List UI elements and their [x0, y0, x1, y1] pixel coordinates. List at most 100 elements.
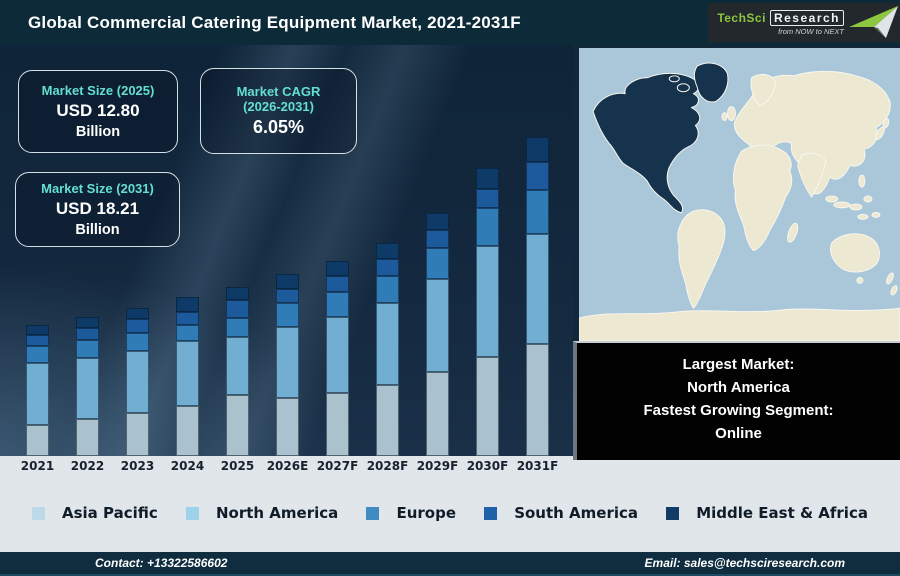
island	[857, 213, 869, 220]
bar-segment-north-america	[426, 279, 449, 372]
legend-swatch-icon	[366, 506, 380, 520]
bar-segment-north-america	[276, 327, 299, 398]
card-unit: Billion	[75, 124, 121, 140]
bar-segment-south-america	[426, 230, 449, 248]
footer-email: Email: sales@techsciresearch.com	[644, 556, 845, 570]
bar-segment-europe	[526, 190, 549, 234]
bar-segment-europe	[376, 276, 399, 303]
island	[849, 203, 863, 211]
x-tick-2026E: 2026E	[266, 459, 309, 473]
bar-segment-south-america	[376, 259, 399, 276]
bar-2026E	[276, 274, 299, 456]
bar-segment-asia-pacific	[326, 393, 349, 456]
bar-segment-asia-pacific	[476, 357, 499, 456]
bar-segment-north-america	[476, 246, 499, 357]
bar-segment-middle-east-africa	[76, 317, 99, 328]
bar-segment-europe	[476, 208, 499, 246]
bar-segment-south-america	[226, 300, 249, 318]
bar-2022	[76, 317, 99, 456]
region-scandinavia	[750, 73, 777, 107]
region-new-zealand	[890, 285, 898, 296]
region-greenland-highlight	[693, 62, 729, 103]
legend-label: South America	[514, 504, 639, 522]
legend-swatch-icon	[666, 506, 680, 520]
bar-segment-asia-pacific	[76, 419, 99, 456]
callout-line: Largest Market:	[682, 356, 795, 373]
footer-contact: Contact: +13322586602	[95, 556, 228, 570]
x-tick-2031F: 2031F	[516, 459, 559, 473]
bar-chart: Market Size (2025) USD 12.80 Billion Mar…	[0, 45, 573, 456]
bar-2027F	[326, 261, 349, 456]
region-new-zealand	[886, 272, 894, 285]
bar-2030F	[476, 168, 499, 456]
bar-segment-south-america	[526, 162, 549, 190]
continent-australia	[830, 233, 880, 273]
bar-segment-asia-pacific	[276, 398, 299, 456]
region-arctic-islands	[668, 75, 680, 83]
region-arctic-islands	[676, 83, 690, 93]
x-tick-2025: 2025	[220, 459, 255, 473]
card-title: Market CAGR (2026-2031)	[236, 84, 321, 114]
bar-segment-south-america	[126, 319, 149, 333]
bar-segment-asia-pacific	[426, 372, 449, 456]
bar-segment-asia-pacific	[26, 425, 49, 456]
bar-segment-asia-pacific	[526, 344, 549, 456]
callout-line: Online	[715, 425, 762, 442]
continent-north-america-highlight	[592, 72, 701, 214]
bar-segment-south-america	[76, 328, 99, 340]
bar-segment-asia-pacific	[126, 413, 149, 456]
legend-item-north-america: North America	[185, 504, 338, 522]
bar-segment-south-america	[476, 189, 499, 208]
bar-2025	[226, 287, 249, 456]
logo-tagline: from NOW to NEXT	[778, 26, 844, 36]
x-tick-2030F: 2030F	[466, 459, 509, 473]
callout-line: Fastest Growing Segment:	[643, 402, 834, 419]
x-tick-2022: 2022	[70, 459, 105, 473]
x-tick-2023: 2023	[120, 459, 155, 473]
bar-segment-middle-east-africa	[426, 213, 449, 230]
market-size-2025-card: Market Size (2025) USD 12.80 Billion	[18, 70, 178, 153]
bar-segment-europe	[76, 340, 99, 358]
bar-segment-europe	[26, 346, 49, 363]
bar-segment-europe	[176, 325, 199, 341]
legend-swatch-icon	[484, 506, 498, 520]
region-india	[797, 152, 827, 198]
legend-swatch-icon	[32, 506, 45, 520]
bar-segment-north-america	[376, 303, 399, 385]
region-ireland	[721, 112, 728, 122]
bar-segment-north-america	[526, 234, 549, 344]
bar-segment-north-america	[176, 341, 199, 406]
bar-segment-europe	[126, 333, 149, 351]
card-value: USD 18.21	[55, 199, 140, 218]
x-axis: 2021 2022 2023 2024 2025 2026E 2027F 2028F 2029F…	[0, 456, 573, 478]
bar-segment-south-america	[26, 335, 49, 346]
legend-swatch-icon	[185, 506, 199, 520]
callout-line: North America	[687, 379, 790, 396]
region-japan	[882, 118, 890, 129]
bar-2031F	[526, 137, 549, 456]
bar-segment-north-america	[26, 363, 49, 425]
bar-segment-middle-east-africa	[26, 325, 49, 335]
main-content: Market Size (2025) USD 12.80 Billion Mar…	[0, 45, 900, 460]
logo-text: TechSci Research from NOW to NEXT	[717, 9, 844, 36]
bar-segment-middle-east-africa	[526, 137, 549, 162]
card-unit: Billion	[75, 222, 120, 238]
bar-segment-north-america	[126, 351, 149, 413]
map-column: Largest Market: North America Fastest Gr…	[573, 45, 900, 460]
x-tick-2024: 2024	[170, 459, 205, 473]
region-madagascar	[787, 222, 799, 243]
legend-item-middle-east-africa: Middle East & Africa	[666, 504, 868, 522]
bar-segment-south-america	[326, 276, 349, 292]
page-title: Global Commercial Catering Equipment Mar…	[28, 12, 521, 32]
region-tasmania	[856, 276, 864, 284]
world-map	[573, 45, 900, 341]
header-bar: Global Commercial Catering Equipment Mar…	[0, 0, 900, 45]
bar-segment-asia-pacific	[226, 395, 249, 456]
bar-segment-south-america	[176, 312, 199, 325]
bottom-strip: 2021 2022 2023 2024 2025 2026E 2027F 2028F 2029F…	[0, 456, 900, 552]
bar-2024	[176, 297, 199, 456]
bar-segment-europe	[426, 248, 449, 279]
logo-brand-primary: TechSci	[717, 10, 766, 25]
island	[833, 201, 851, 209]
region-philippines	[858, 174, 866, 188]
